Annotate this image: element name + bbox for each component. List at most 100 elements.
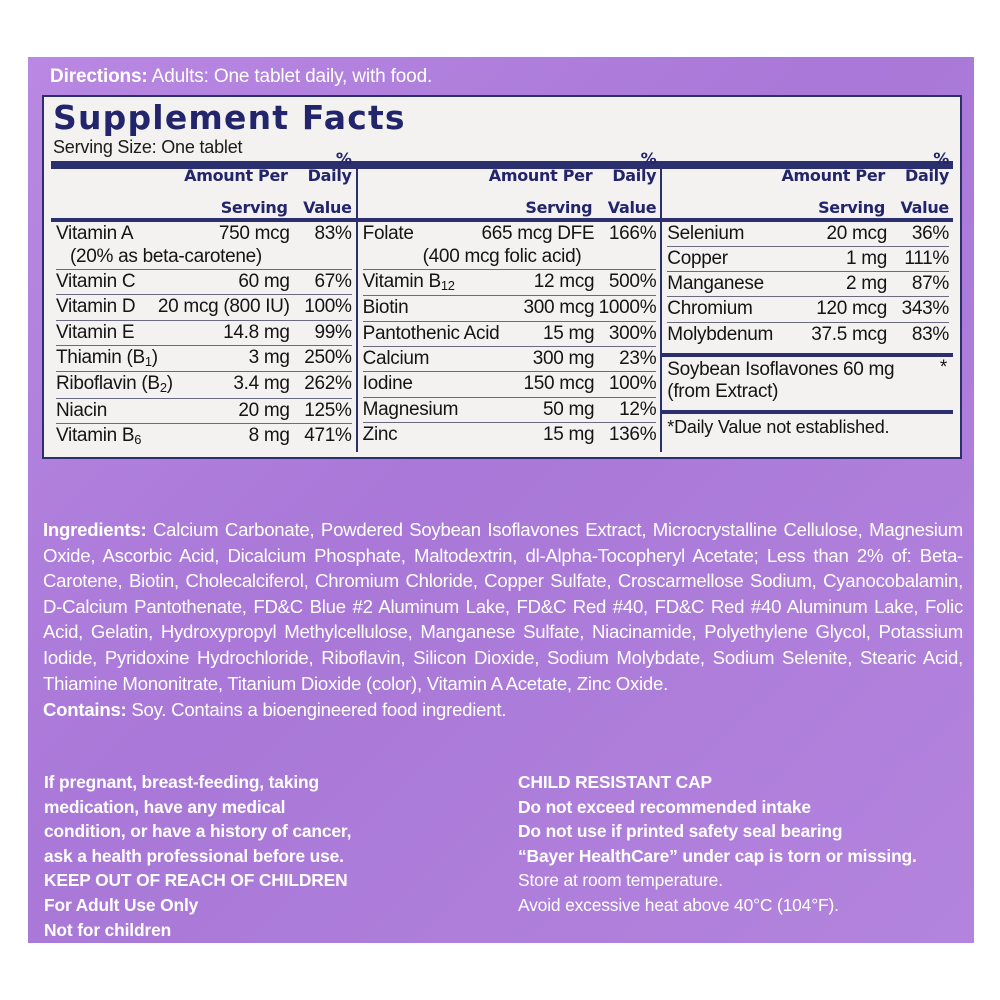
supplement-facts-title: Supplement Facts	[53, 98, 406, 137]
nutrient-column-3: Selenium 20 mcg 36% Copper 1 mg 111% Manganese…	[660, 221, 953, 452]
nutrient-amount: 300 mg	[532, 348, 595, 369]
nutrient-daily-value: 1000%	[598, 297, 657, 319]
nutrient-row: Thiamin (B1) 3 mg 250%	[56, 346, 352, 371]
warnings-right-block: CHILD RESISTANT CAP Do not exceed recomm…	[518, 770, 968, 918]
nutrient-column-3-inner: Selenium 20 mcg 36% Copper 1 mg 111% Manganese…	[662, 222, 953, 452]
row-divider	[56, 371, 352, 373]
soybean-line-1: Soybean Isoflavones 60 mg	[667, 358, 895, 380]
nutrient-daily-value: 136%	[608, 423, 657, 445]
nutrient-name: Molybdenum	[667, 323, 774, 345]
row-divider	[56, 422, 352, 424]
nutrient-row: Manganese 2 mg 87%	[667, 272, 949, 296]
nutrient-daily-value: 99%	[314, 321, 352, 343]
row-divider	[56, 397, 352, 399]
nutrient-daily-value: 36%	[911, 222, 949, 244]
nutrient-column-2: Folate 665 mcg DFE 166% (400 mcg folic acid…	[355, 221, 661, 452]
row-divider	[362, 421, 657, 423]
nutrient-row: Selenium 20 mcg 36%	[667, 222, 949, 246]
header-amount-per-serving-1: Amount Per Serving	[184, 165, 288, 218]
row-divider	[362, 396, 657, 398]
header-col-3: Amount Per Serving % Daily Value	[660, 151, 953, 218]
table-header-row: Amount Per Serving % Daily Value Amount Pe…	[51, 151, 953, 218]
nutrient-row: Calcium 300 mg 23%	[363, 347, 657, 371]
nutrient-daily-value: 500%	[608, 271, 657, 293]
warning-pregnancy-line-2: medication, have any medical	[44, 796, 286, 817]
nutrient-daily-value: 83%	[911, 323, 949, 345]
nutrient-amount: 2 mg	[845, 273, 887, 295]
nutrient-daily-value: 262%	[304, 373, 352, 395]
nutrient-amount: 15 mg	[542, 423, 595, 445]
header-cell-group-2: Amount Per Serving % Daily Value	[363, 151, 657, 218]
row-divider	[56, 319, 352, 321]
nutrient-daily-value: 111%	[904, 247, 949, 269]
nutrient-column-1-inner: Vitamin A 750 mcg 83% (20% as beta-carotene…	[51, 222, 356, 449]
nutrient-name: Folate	[362, 222, 414, 244]
storage-room-temperature: Store at room temperature.	[518, 870, 723, 891]
nutrient-amount: 665 mcg DFE	[481, 222, 595, 244]
header-cell-group-1: Amount Per Serving % Daily Value	[56, 151, 352, 218]
daily-value-footnote: *Daily Value not established.	[667, 416, 890, 437]
nutrient-amount: 12 mcg	[533, 271, 595, 293]
nutrient-row: Vitamin A 750 mcg 83%	[56, 222, 352, 246]
nutrient-row: Pantothenic Acid 15 mg 300%	[363, 322, 657, 346]
nutrient-daily-value: 83%	[314, 222, 352, 244]
row-divider	[667, 271, 949, 273]
header-col-2: Amount Per Serving % Daily Value	[355, 151, 661, 218]
rule-below-soybean	[662, 409, 953, 414]
warning-adult-use-only: For Adult Use Only	[44, 894, 199, 915]
nutrient-row: Copper 1 mg 111%	[667, 247, 949, 271]
directions-line: Directions: Adults: One tablet daily, wi…	[50, 66, 432, 88]
nutrient-row: Vitamin D 20 mcg (800 IU) 100%	[56, 295, 352, 319]
nutrient-row: Vitamin E 14.8 mg 99%	[56, 321, 352, 345]
contains-line: Contains: Soy. Contains a bioengineered …	[43, 697, 963, 723]
nutrient-row: Biotin 300 mcg 1000%	[363, 296, 657, 320]
row-divider	[667, 245, 949, 247]
nutrient-daily-value: 100%	[608, 373, 657, 395]
nutrient-name: Vitamin E	[56, 321, 135, 343]
nutrient-daily-value: 300%	[608, 322, 657, 344]
nutrient-name: Manganese	[667, 273, 764, 295]
nutrient-amount: 8 mg	[248, 424, 290, 446]
ingredients-text: Calcium Carbonate, Powdered Soybean Isof…	[43, 519, 963, 694]
nutrient-daily-value: 87%	[911, 273, 949, 295]
rule-above-soybean	[662, 352, 953, 357]
row-divider	[362, 346, 657, 347]
ingredients-paragraph: Ingredients: Calcium Carbonate, Powdered…	[43, 517, 963, 696]
nutrient-subnote: (20% as beta-carotene)	[70, 245, 262, 267]
nutrient-row: Molybdenum 37.5 mcg 83%	[667, 323, 949, 347]
nutrient-amount: 50 mg	[542, 398, 595, 420]
nutrient-amount: 750 mcg	[218, 222, 290, 244]
row-divider	[362, 371, 657, 373]
supplement-facts-panel: Supplement Facts Serving Size: One table…	[42, 95, 962, 459]
warning-keep-out-of-reach: KEEP OUT OF REACH OF CHILDREN	[44, 870, 348, 891]
nutrient-name: Calcium	[362, 348, 430, 369]
supplement-label-card: Directions: Adults: One tablet daily, wi…	[28, 57, 974, 943]
nutrient-row: Folate 665 mcg DFE 166%	[363, 222, 657, 246]
nutrient-amount: 15 mg	[542, 322, 595, 344]
soybean-line-2: (from Extract)	[667, 381, 779, 403]
nutrient-name: Chromium	[667, 298, 753, 320]
header-col-1: Amount Per Serving % Daily Value	[51, 151, 356, 218]
serving-size: Serving Size: One tablet	[53, 136, 243, 157]
nutrient-daily-value: 471%	[304, 424, 352, 446]
row-divider	[362, 269, 657, 271]
nutrient-name: Biotin	[362, 297, 409, 319]
nutrient-amount: 60 mg	[238, 271, 290, 293]
nutrient-row: Vitamin C 60 mg 67%	[56, 270, 352, 294]
nutrient-amount: 37.5 mcg	[811, 323, 887, 345]
child-resistant-cap-heading: CHILD RESISTANT CAP	[518, 772, 712, 792]
warning-not-for-children: Not for children	[44, 919, 172, 940]
nutrient-row: Iodine 150 mcg 100%	[363, 372, 657, 396]
nutrient-name: Vitamin C	[56, 271, 136, 293]
nutrient-daily-value: 166%	[608, 222, 657, 244]
nutrient-amount: 3 mg	[248, 346, 290, 368]
nutrient-daily-value: 12%	[619, 398, 657, 420]
nutrient-amount: 20 mg	[238, 399, 290, 421]
nutrient-name: Copper	[667, 247, 728, 269]
nutrient-amount: 300 mcg	[523, 297, 595, 319]
nutrient-name: Vitamin D	[56, 296, 136, 318]
nutrient-amount: 150 mcg	[523, 373, 595, 395]
nutrient-name: Thiamin (B1)	[56, 346, 158, 369]
nutrient-amount: 1 mg	[845, 247, 887, 269]
